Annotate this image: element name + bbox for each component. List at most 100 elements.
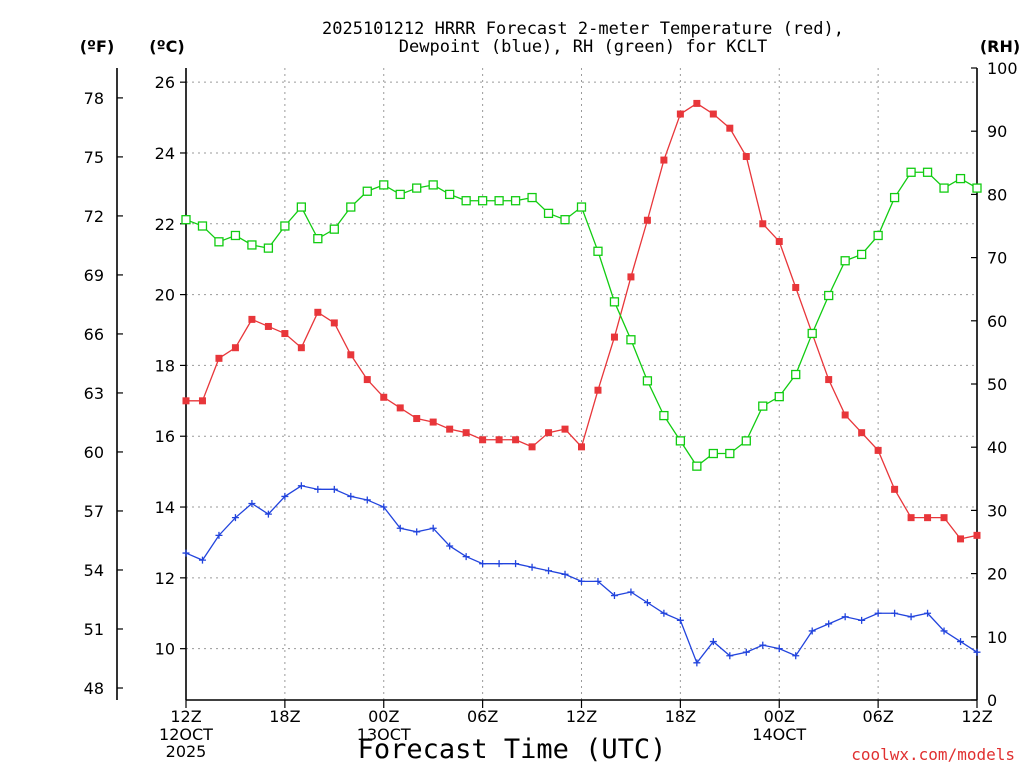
data-point [742,153,750,161]
data-point [512,560,520,568]
data-point [445,189,455,200]
data-point [643,216,651,224]
data-point [692,461,702,471]
time-date-label: 12OCT [159,725,213,744]
data-point [709,110,717,118]
rh-tick-label: 80 [987,185,1007,204]
data-point [940,627,948,635]
data-point [396,524,404,532]
data-point [281,492,289,500]
data-point [792,652,800,660]
data-point [280,221,290,231]
data-point [479,436,487,444]
data-point [824,290,834,301]
celsius-tick-label: 22 [155,215,175,234]
data-point [972,183,982,193]
data-point [874,609,882,617]
data-point [609,297,620,307]
data-point [181,215,191,225]
data-point [248,499,256,507]
celsius-tick-label: 24 [155,144,175,163]
rh-tick-label: 0 [987,691,997,710]
data-point [528,563,536,571]
data-point [774,391,784,402]
data-point [594,386,602,394]
time-tick-label: 12Z [170,707,201,726]
chart-title: 2025101212 HRRR Forecast 2-meter Tempera… [322,19,844,57]
data-point [446,425,454,433]
data-point [396,404,404,412]
data-point [527,192,537,203]
data-point [693,659,701,667]
data-point [643,599,651,607]
data-point [578,577,585,585]
data-point [330,485,338,493]
fahrenheit-tick-label: 78 [84,89,104,108]
data-point [545,567,553,575]
fahrenheit-tick-label: 54 [84,561,104,580]
data-point [413,415,421,423]
data-point [528,443,536,451]
time-tick-label: 06Z [467,707,498,726]
fahrenheit-tick-label: 60 [84,443,104,462]
rh-tick-label: 20 [987,565,1007,584]
fahrenheit-unit-label: (ºF) [80,37,115,56]
data-point [545,429,553,437]
data-point [825,620,833,628]
data-point [660,156,668,164]
data-point [198,556,206,564]
data-point [362,186,372,196]
time-tick-label: 18Z [665,707,696,726]
data-point [314,485,322,493]
data-point [726,652,734,660]
data-point [215,354,223,362]
data-point [660,609,668,617]
data-point [791,369,801,380]
data-point [726,124,734,132]
chart-series [181,99,982,667]
data-point [907,514,915,522]
data-point [708,448,718,459]
data-point [330,319,338,327]
data-point [924,514,932,522]
data-point [891,485,899,493]
data-point [247,240,257,250]
chart-grid [185,68,978,700]
time-date-label: 2025 [166,742,207,761]
data-point [576,202,587,212]
time-tick-label: 18Z [269,707,300,726]
rh-tick-label: 50 [987,375,1007,394]
data-point [759,220,767,228]
data-point [940,514,948,522]
data-point [413,528,421,536]
fahrenheit-tick-label: 63 [84,384,104,403]
data-point [693,99,701,107]
data-point [395,189,405,200]
series-temperature [182,99,981,543]
time-tick-label: 12Z [566,707,597,726]
data-point [858,429,866,437]
data-point [957,535,965,543]
data-point [495,560,503,568]
data-point [428,180,438,190]
rh-tick-label: 40 [987,438,1007,457]
data-point [296,202,307,212]
data-point [264,322,272,330]
data-point [429,524,437,532]
data-point [593,246,603,256]
data-point [758,401,768,411]
data-point [510,196,521,206]
data-point [297,482,305,490]
chart-title-line: 2025101212 HRRR Forecast 2-meter Tempera… [322,19,844,39]
fahrenheit-tick-label: 72 [84,207,104,226]
data-point [198,397,206,405]
fahrenheit-tick-label: 48 [84,679,104,698]
data-point [841,613,849,621]
data-point [627,588,635,596]
rh-tick-label: 90 [987,122,1007,141]
data-point [594,577,602,585]
data-point [230,230,241,241]
data-point [775,645,783,653]
rh-tick-label: 10 [987,628,1007,647]
